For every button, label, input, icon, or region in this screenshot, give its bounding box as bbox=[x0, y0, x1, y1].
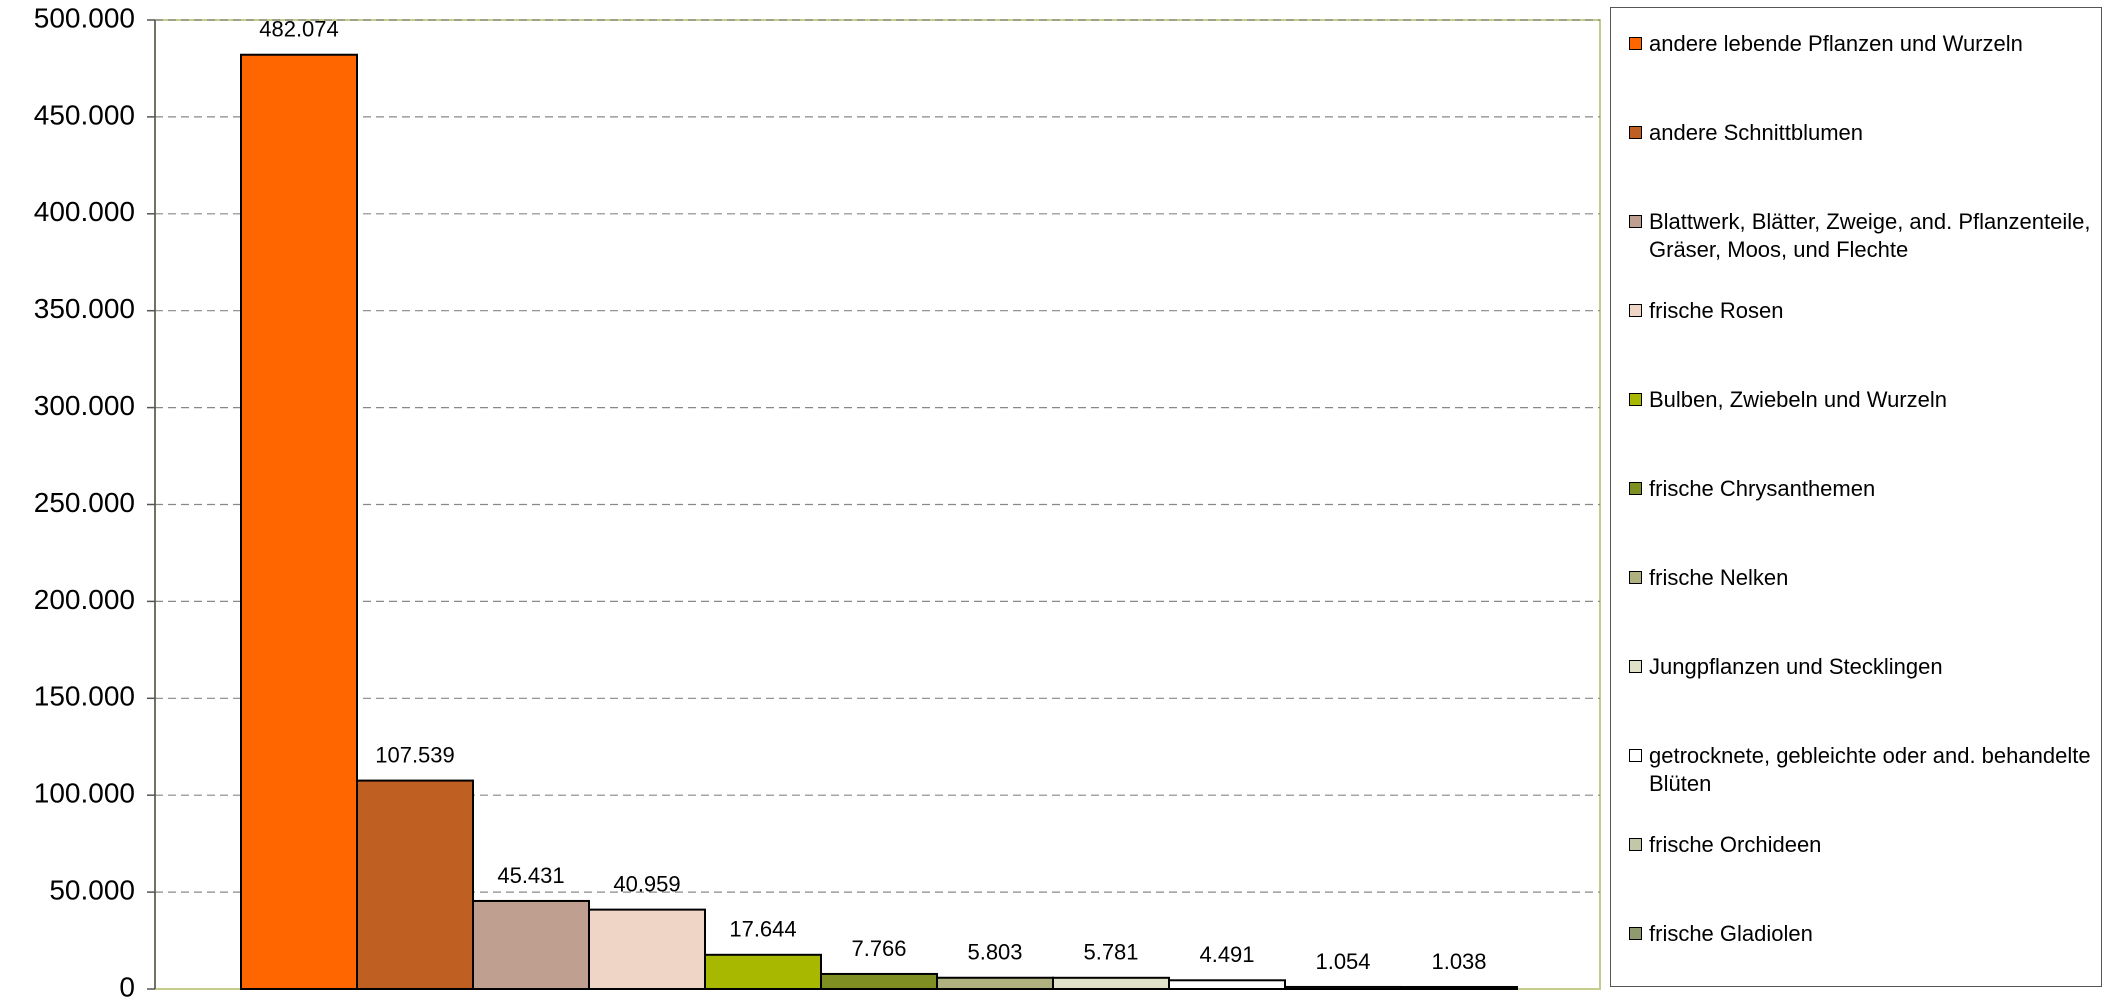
legend-swatch bbox=[1629, 37, 1642, 50]
chart: 0 50.000 100.000 150.000 200.000 250.000 300.0… bbox=[34, 2, 1601, 1001]
y-tick-label: 350.000 bbox=[34, 293, 135, 324]
legend-swatch bbox=[1629, 571, 1642, 584]
legend-label: andere Schnittblumen bbox=[1649, 120, 1864, 145]
bar bbox=[240, 53, 358, 990]
legend-swatch bbox=[1629, 838, 1642, 851]
y-tick-label: 450.000 bbox=[34, 99, 135, 130]
y-tick-label: 0 bbox=[119, 971, 135, 1001]
legend-label: frische Gladiolen bbox=[1649, 921, 1813, 946]
legend-swatch bbox=[1629, 215, 1642, 228]
legend-item: frische Orchideen bbox=[1629, 831, 2097, 859]
legend-label: frische Orchideen bbox=[1649, 832, 1822, 857]
bar bbox=[704, 953, 822, 990]
legend-label: frische Rosen bbox=[1649, 298, 1784, 323]
y-tick-label: 250.000 bbox=[34, 487, 135, 518]
y-tick-label: 200.000 bbox=[34, 584, 135, 615]
legend-label: Bulben, Zwiebeln und Wurzeln bbox=[1649, 387, 1947, 412]
data-label: 5.803 bbox=[967, 940, 1022, 965]
legend: andere lebende Pflanzen und Wurzeln ander… bbox=[1610, 7, 2102, 987]
data-label: 45.431 bbox=[497, 863, 564, 888]
legend-label: frische Chrysanthemen bbox=[1649, 476, 1876, 501]
y-tick-label: 50.000 bbox=[49, 874, 135, 905]
legend-swatch bbox=[1629, 304, 1642, 317]
data-label: 17.644 bbox=[729, 917, 796, 942]
legend-item: getrocknete, gebleichte oder and. behand… bbox=[1629, 742, 2097, 798]
data-label: 1.038 bbox=[1431, 949, 1486, 974]
bar bbox=[1284, 985, 1402, 990]
y-tick-label: 500.000 bbox=[34, 2, 135, 33]
data-label: 40.959 bbox=[613, 871, 680, 896]
data-label: 1.054 bbox=[1315, 949, 1370, 974]
data-label: 482.074 bbox=[259, 17, 339, 42]
legend-swatch bbox=[1629, 126, 1642, 139]
legend-label: getrocknete, gebleichte oder and. behand… bbox=[1649, 743, 2091, 796]
legend-swatch bbox=[1629, 927, 1642, 940]
legend-item: andere lebende Pflanzen und Wurzeln bbox=[1629, 30, 2097, 58]
bar bbox=[936, 976, 1054, 990]
legend-item: Blattwerk, Blätter, Zweige, and. Pflanze… bbox=[1629, 208, 2097, 264]
legend-swatch bbox=[1629, 393, 1642, 406]
y-tick-label: 150.000 bbox=[34, 681, 135, 712]
legend-label: Blattwerk, Blätter, Zweige, and. Pflanze… bbox=[1649, 209, 2091, 262]
legend-swatch bbox=[1629, 482, 1642, 495]
legend-label: frische Nelken bbox=[1649, 565, 1789, 590]
y-tick-label: 400.000 bbox=[34, 196, 135, 227]
y-tick-label: 300.000 bbox=[34, 390, 135, 421]
legend-item: frische Gladiolen bbox=[1629, 920, 2097, 948]
legend-item: frische Rosen bbox=[1629, 297, 2097, 325]
legend-item: Jungpflanzen und Stecklingen bbox=[1629, 653, 2097, 681]
legend-item: frische Nelken bbox=[1629, 564, 2097, 592]
legend-item: frische Chrysanthemen bbox=[1629, 475, 2097, 503]
data-label: 5.781 bbox=[1083, 940, 1138, 965]
legend-label: andere lebende Pflanzen und Wurzeln bbox=[1649, 31, 2023, 56]
bar bbox=[1052, 976, 1170, 991]
legend-swatch bbox=[1629, 660, 1642, 673]
legend-swatch bbox=[1629, 749, 1642, 762]
bar bbox=[588, 908, 706, 990]
bar bbox=[1168, 979, 1286, 991]
bar bbox=[820, 972, 938, 990]
bar bbox=[1400, 985, 1518, 990]
legend-label: Jungpflanzen und Stecklingen bbox=[1649, 654, 1943, 679]
data-label: 4.491 bbox=[1199, 942, 1254, 967]
bar bbox=[356, 779, 474, 990]
legend-item: Bulben, Zwiebeln und Wurzeln bbox=[1629, 386, 2097, 414]
bar bbox=[472, 899, 590, 990]
data-label: 7.766 bbox=[851, 936, 906, 961]
legend-item: andere Schnittblumen bbox=[1629, 119, 2097, 147]
y-tick-label: 100.000 bbox=[34, 778, 135, 809]
data-label: 107.539 bbox=[375, 742, 455, 767]
